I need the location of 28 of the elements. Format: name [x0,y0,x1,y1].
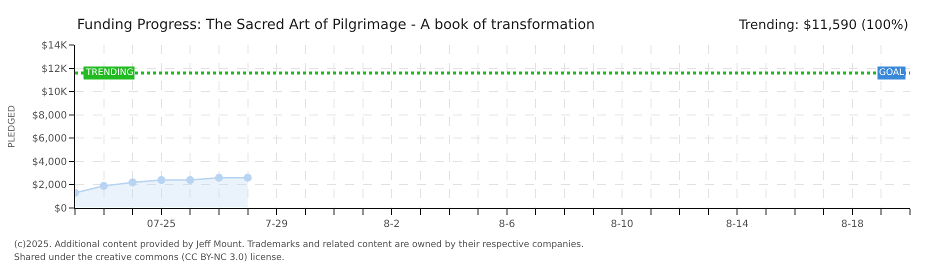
y-tick-label: $12K [41,64,68,75]
y-tick-label: $4,000 [32,156,67,168]
y-tick-label: $0 [54,204,67,214]
y-tick-label: $10K [41,87,68,98]
ref-line-label: TRENDING [85,68,134,78]
y-tick-label: $14K [41,40,68,52]
text: Shared under the creative commons (CC BY-NC 3.0) license. [14,253,285,263]
y-axis-title: PLEDGED [7,105,18,148]
point [186,176,194,184]
x-tick-label: 8-10 [610,219,634,230]
x-tick-label: 8-6 [498,219,516,230]
y-tick-label: $6,000 [32,134,67,145]
chart-title: Funding Progress: The Sacred Art of Pilgrimage - A book of transformation [77,17,595,33]
text: (c)2025. Additional content provided by Jeff Mount. Trademarks and related content are owned by their respective companies. [14,240,584,250]
point [100,182,108,190]
chart-subtitle: Trending: $11,590 (100%) [738,18,908,33]
annotation: GOAL [879,68,904,78]
point [157,176,166,184]
x-tick-label: 07-25 [146,219,176,230]
point [244,174,252,182]
x-tick-label: 8-14 [726,219,749,230]
point [214,174,223,182]
x-tick-label: 7-29 [265,219,288,230]
y-tick-label: $2,000 [32,180,67,192]
x-tick-label: 8-18 [841,219,864,230]
y-tick-label: $8,000 [32,110,67,122]
x-tick-label: 8-2 [384,219,400,230]
point [128,178,137,186]
